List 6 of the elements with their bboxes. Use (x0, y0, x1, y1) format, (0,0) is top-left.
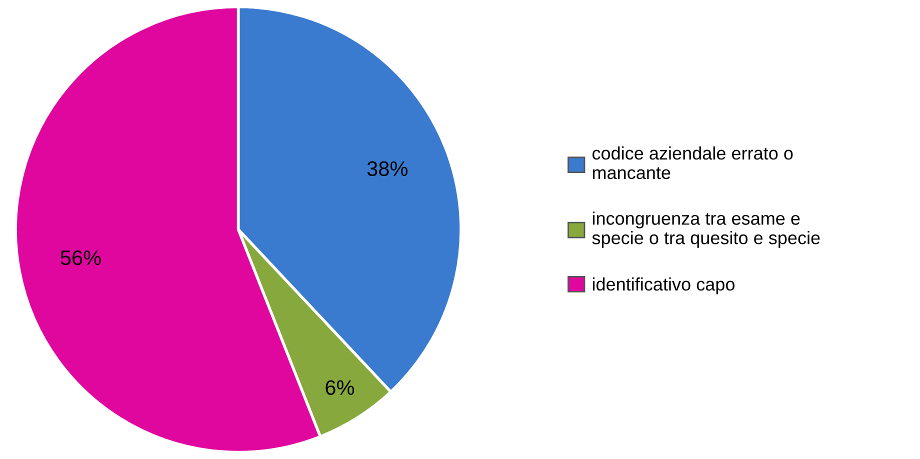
legend-label: incongruenza tra esame e specie o tra quesito e specie (592, 212, 820, 248)
data-label: 6% (326, 380, 354, 395)
data-label: 56% (60, 250, 101, 266)
data-label: 38% (367, 161, 408, 176)
legend-label: codice aziendale errato o mancante (592, 146, 793, 180)
legend-label: identificativo capo (592, 277, 734, 294)
